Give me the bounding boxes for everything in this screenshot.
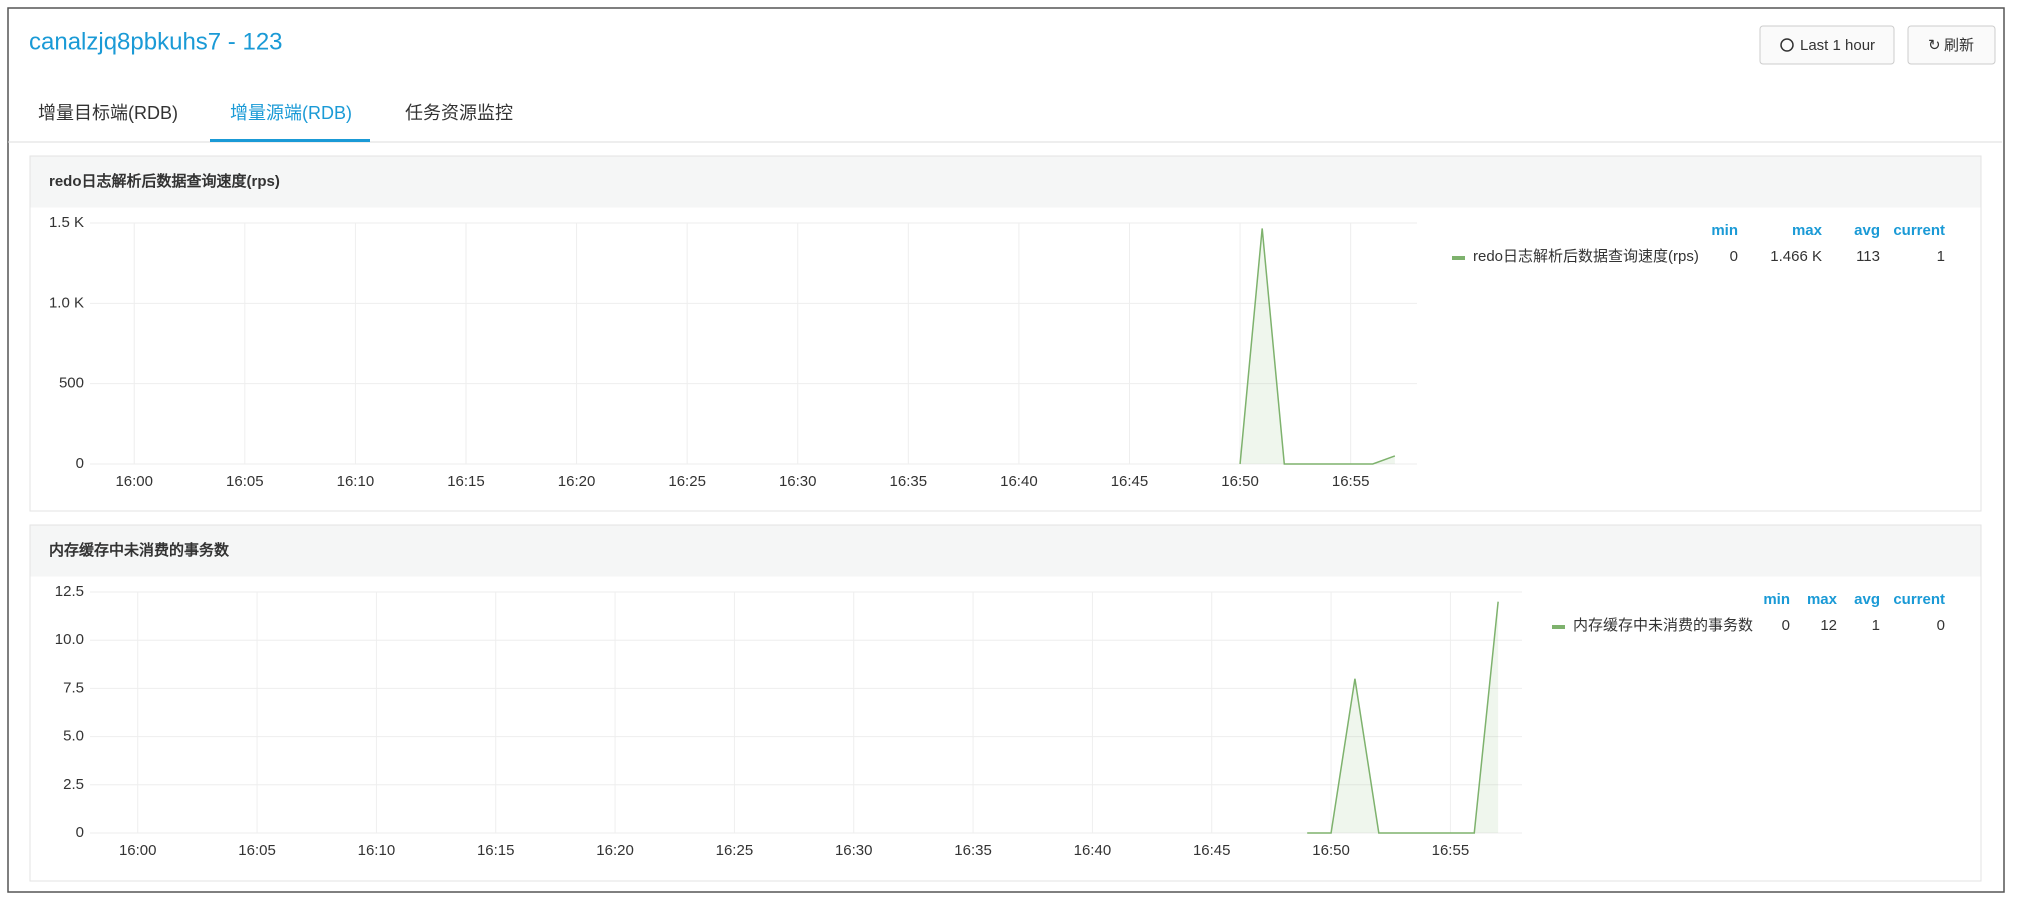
legend-stat: 0 bbox=[1782, 617, 1790, 634]
legend-column: min bbox=[1763, 591, 1790, 608]
clock-icon bbox=[1780, 38, 1794, 52]
button-label: Last 1 hour bbox=[1800, 37, 1875, 54]
y-tick-label: 7.5 bbox=[63, 679, 84, 696]
panel-header bbox=[30, 525, 1981, 577]
x-tick-label: 16:15 bbox=[447, 473, 485, 490]
x-tick-label: 16:20 bbox=[596, 842, 634, 859]
panel-title: 内存缓存中未消费的事务数 bbox=[49, 541, 230, 559]
tab-underline bbox=[210, 139, 370, 142]
x-tick-label: 16:40 bbox=[1074, 842, 1112, 859]
legend-column: avg bbox=[1854, 591, 1880, 608]
tab[interactable]: 增量目标端(RDB) bbox=[38, 103, 178, 123]
legend-column: current bbox=[1893, 222, 1945, 239]
refresh-icon: ↻ bbox=[1928, 37, 1941, 54]
x-tick-label: 16:05 bbox=[238, 842, 276, 859]
panel bbox=[29, 155, 1982, 512]
y-tick-label: 5.0 bbox=[63, 728, 84, 745]
time-button[interactable] bbox=[1759, 25, 1895, 65]
refresh-button[interactable] bbox=[1907, 25, 1996, 65]
legend-column: max bbox=[1807, 591, 1838, 608]
legend-swatch bbox=[1552, 625, 1565, 629]
x-tick-label: 16:10 bbox=[337, 473, 375, 490]
tab[interactable]: 任务资源监控 bbox=[405, 103, 513, 123]
x-tick-label: 16:20 bbox=[558, 473, 596, 490]
legend-stat: 1 bbox=[1937, 248, 1945, 265]
x-tick-label: 16:15 bbox=[477, 842, 515, 859]
y-tick-label: 500 bbox=[59, 375, 84, 392]
x-tick-label: 16:35 bbox=[890, 473, 928, 490]
area bbox=[1307, 601, 1499, 833]
x-tick-label: 16:10 bbox=[358, 842, 396, 859]
legend-column: current bbox=[1893, 591, 1945, 608]
line bbox=[1307, 601, 1499, 834]
legend-stat: 113 bbox=[1856, 248, 1880, 265]
y-tick-label: 1.0 K bbox=[49, 294, 84, 311]
x-tick-label: 16:05 bbox=[226, 473, 264, 490]
tab[interactable]: 增量源端(RDB) bbox=[230, 103, 352, 123]
legend-stat: 1 bbox=[1872, 617, 1880, 634]
title: canalzjq8pbkuhs7 - 123 bbox=[29, 28, 283, 55]
legend-stat: 0 bbox=[1937, 617, 1945, 634]
panel bbox=[29, 524, 1982, 882]
y-tick-label: 1.5 K bbox=[49, 214, 84, 231]
x-tick-label: 16:35 bbox=[954, 842, 992, 859]
x-tick-label: 16:25 bbox=[716, 842, 754, 859]
legend-stat: 12 bbox=[1820, 617, 1837, 634]
x-tick-label: 16:45 bbox=[1193, 842, 1231, 859]
x-tick-label: 16:45 bbox=[1111, 473, 1149, 490]
panel-header bbox=[30, 156, 1981, 208]
legend-label[interactable]: 内存缓存中未消费的事务数 bbox=[1573, 617, 1753, 634]
legend-label[interactable]: redo日志解析后数据查询速度(rps) bbox=[1473, 248, 1699, 265]
legend-stat: 0 bbox=[1730, 248, 1738, 265]
legend-swatch bbox=[1452, 256, 1465, 260]
y-tick-label: 10.0 bbox=[55, 631, 84, 648]
line bbox=[1239, 228, 1396, 465]
x-tick-label: 16:00 bbox=[115, 473, 153, 490]
x-tick-label: 16:25 bbox=[668, 473, 706, 490]
y-tick-label: 12.5 bbox=[55, 583, 84, 600]
button-label: 刷新 bbox=[1944, 37, 1974, 54]
x-tick-label: 16:40 bbox=[1000, 473, 1038, 490]
x-tick-label: 16:50 bbox=[1221, 473, 1259, 490]
x-tick-label: 16:55 bbox=[1432, 842, 1470, 859]
legend-column: min bbox=[1711, 222, 1738, 239]
y-tick-label: 0 bbox=[76, 824, 84, 841]
x-tick-label: 16:55 bbox=[1332, 473, 1370, 490]
x-tick-label: 16:00 bbox=[119, 842, 157, 859]
legend-stat: 1.466 K bbox=[1770, 248, 1822, 265]
y-tick-label: 0 bbox=[76, 455, 84, 472]
legend-column: avg bbox=[1854, 222, 1880, 239]
panel-title: redo日志解析后数据查询速度(rps) bbox=[49, 172, 280, 190]
y-tick-label: 2.5 bbox=[63, 776, 84, 793]
legend-column: max bbox=[1792, 222, 1823, 239]
x-tick-label: 16:30 bbox=[835, 842, 873, 859]
x-tick-label: 16:30 bbox=[779, 473, 817, 490]
x-tick-label: 16:50 bbox=[1312, 842, 1350, 859]
